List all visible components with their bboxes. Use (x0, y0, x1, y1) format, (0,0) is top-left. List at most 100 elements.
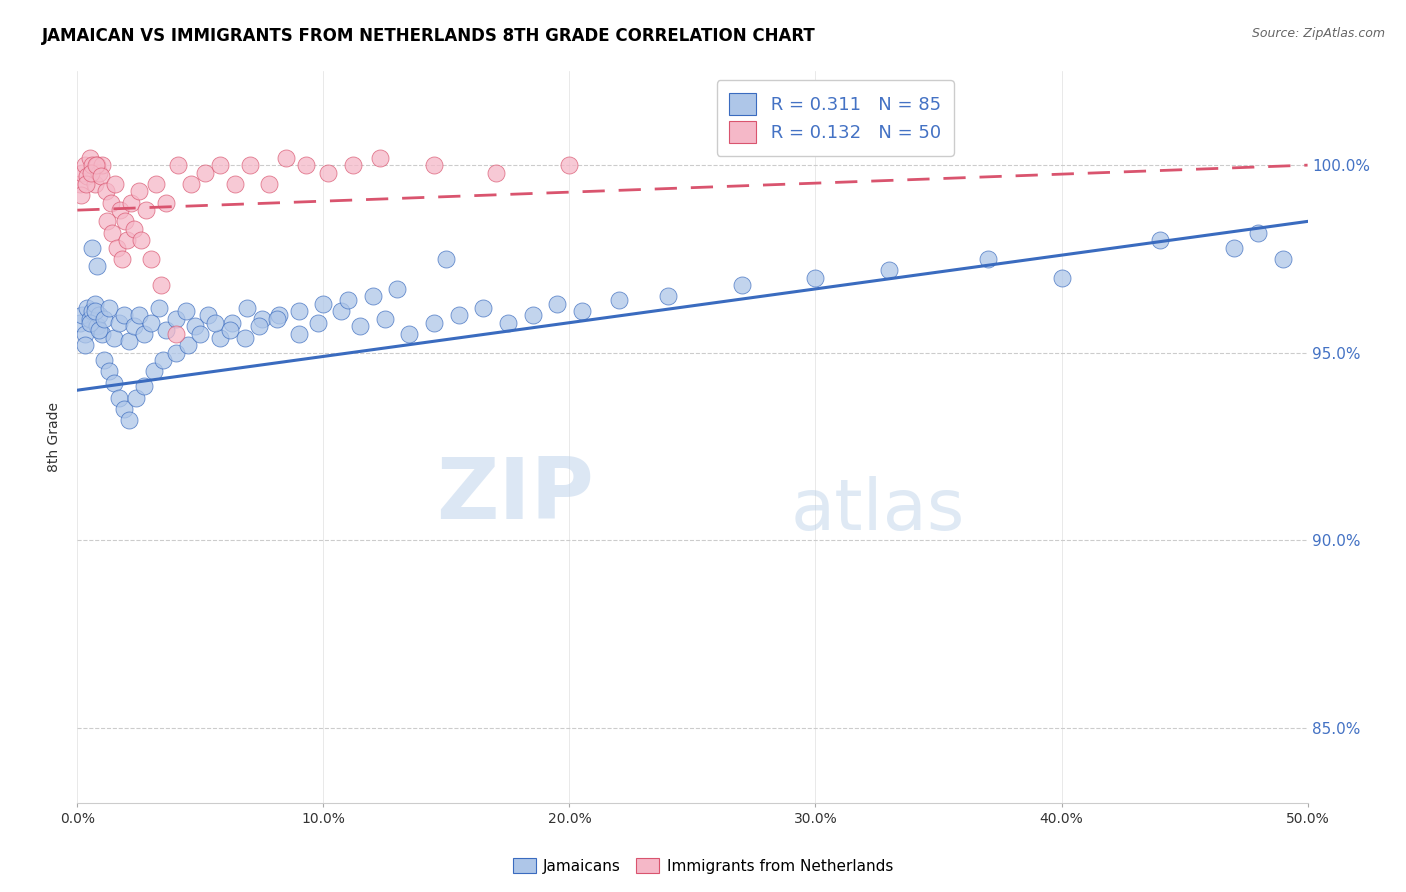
Point (239, 158, 262, 172)
Point (1050, 270, 1073, 285)
Point (233, 331, 256, 345)
Point (148, 301, 170, 315)
Point (79, 316, 101, 330)
Point (472, 301, 495, 315)
Point (329, 304, 352, 318)
Point (131, 233, 153, 247)
Point (69, 316, 91, 330)
Point (977, 252, 1000, 266)
Point (73, 158, 96, 172)
Point (118, 334, 141, 349)
Point (122, 319, 145, 334)
Text: ZIP: ZIP (436, 454, 595, 537)
Point (349, 319, 371, 334)
Point (423, 316, 446, 330)
Point (89, 323, 111, 337)
Point (295, 158, 318, 172)
Point (276, 151, 298, 165)
Point (101, 226, 124, 240)
Point (312, 297, 335, 311)
Legend: Jamaicans, Immigrants from Netherlands: Jamaicans, Immigrants from Netherlands (506, 852, 900, 880)
Point (209, 331, 232, 345)
Point (125, 391, 148, 405)
Point (108, 316, 131, 330)
Point (112, 308, 135, 322)
Point (73, 326, 96, 341)
Point (804, 270, 827, 285)
Point (122, 222, 145, 236)
Point (485, 166, 508, 180)
Point (342, 158, 364, 172)
Point (79, 151, 101, 165)
Point (141, 316, 163, 330)
Point (70, 308, 93, 322)
Point (250, 312, 273, 326)
Point (174, 304, 197, 318)
Point (155, 323, 177, 337)
Point (128, 308, 150, 322)
Point (103, 331, 125, 345)
Point (70, 166, 93, 180)
Point (110, 203, 132, 218)
Point (100, 195, 122, 210)
Y-axis label: 8th Grade: 8th Grade (48, 402, 62, 472)
Point (219, 323, 242, 337)
Point (1272, 252, 1295, 266)
Text: Source: ZipAtlas.com: Source: ZipAtlas.com (1251, 27, 1385, 40)
Point (731, 278, 754, 293)
Point (84, 158, 107, 172)
Point (447, 308, 470, 322)
Point (142, 364, 165, 378)
Point (879, 263, 901, 277)
Point (221, 316, 243, 330)
Point (73, 338, 96, 352)
Point (259, 177, 281, 191)
Point (93, 312, 115, 326)
Point (69, 177, 91, 191)
Point (83, 297, 105, 311)
Point (249, 319, 271, 334)
Point (76, 301, 98, 315)
Point (436, 252, 458, 266)
Point (209, 158, 232, 172)
Point (1149, 233, 1171, 247)
Point (98, 301, 121, 315)
Point (90, 326, 114, 341)
Point (558, 158, 581, 172)
Point (165, 312, 187, 326)
Point (152, 353, 174, 368)
Point (368, 151, 391, 165)
Point (115, 233, 138, 247)
Point (607, 293, 630, 308)
Point (90, 169, 112, 184)
Point (167, 158, 190, 172)
Point (86, 158, 108, 172)
Point (86, 260, 108, 274)
Legend:  R = 0.311   N = 85,  R = 0.132   N = 50: R = 0.311 N = 85, R = 0.132 N = 50 (717, 80, 955, 156)
Text: JAMAICAN VS IMMIGRANTS FROM NETHERLANDS 8TH GRADE CORRELATION CHART: JAMAICAN VS IMMIGRANTS FROM NETHERLANDS … (42, 27, 815, 45)
Point (184, 319, 207, 334)
Point (70, 188, 93, 202)
Point (204, 316, 226, 330)
Point (104, 177, 127, 191)
Point (79, 312, 101, 326)
Point (288, 326, 311, 341)
Point (266, 312, 288, 326)
Point (83, 304, 105, 318)
Point (522, 308, 544, 322)
Point (135, 203, 157, 218)
Point (132, 379, 155, 393)
Point (103, 376, 125, 390)
Point (155, 195, 177, 210)
Point (145, 177, 167, 191)
Point (337, 293, 360, 308)
Point (288, 304, 311, 318)
Point (387, 282, 409, 296)
Text: atlas: atlas (792, 475, 966, 545)
Point (496, 316, 519, 330)
Point (423, 158, 446, 172)
Point (89, 166, 111, 180)
Point (165, 326, 187, 341)
Point (141, 252, 163, 266)
Point (118, 413, 141, 427)
